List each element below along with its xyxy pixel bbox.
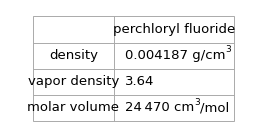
Text: /mol: /mol: [200, 101, 229, 115]
Text: 3: 3: [194, 98, 200, 107]
Text: vapor density: vapor density: [28, 75, 119, 88]
Text: 3.64: 3.64: [125, 75, 154, 88]
Text: 3: 3: [226, 45, 231, 54]
Text: 0.004187 g/cm: 0.004187 g/cm: [125, 49, 226, 62]
Text: molar volume: molar volume: [27, 101, 119, 115]
Text: perchloryl fluoride: perchloryl fluoride: [113, 23, 235, 36]
Text: 24 470 cm: 24 470 cm: [125, 101, 194, 115]
Text: density: density: [49, 49, 98, 62]
